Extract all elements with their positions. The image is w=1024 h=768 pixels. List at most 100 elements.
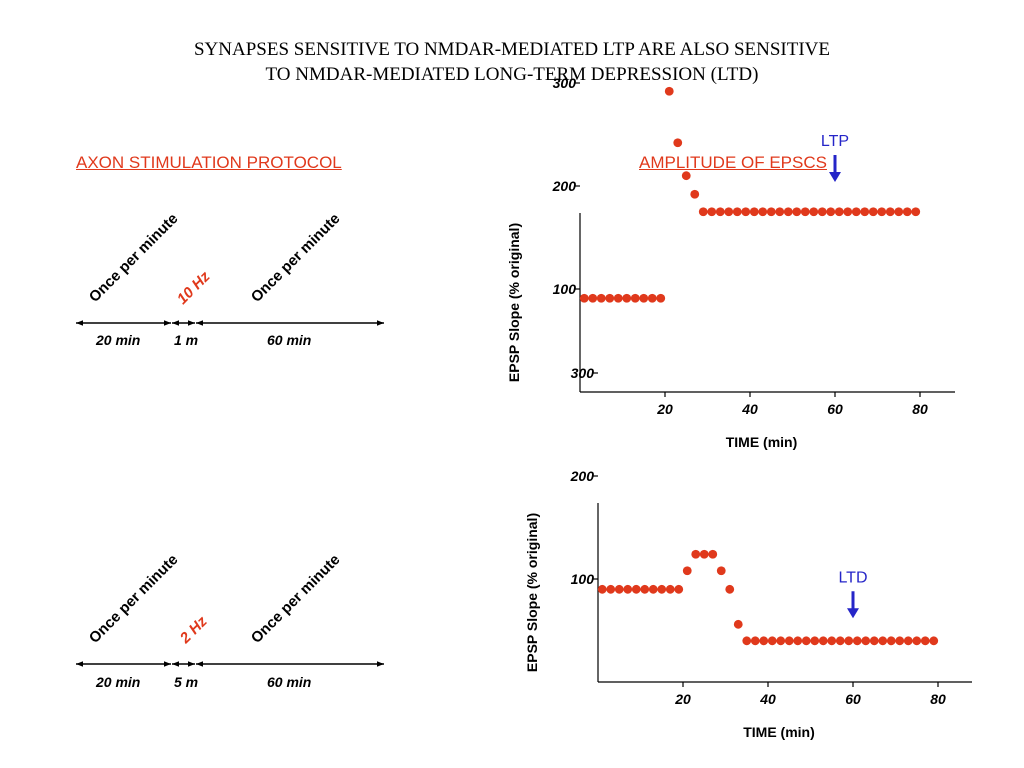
ltd-data-point bbox=[691, 549, 701, 559]
ltp-data-point bbox=[673, 138, 683, 148]
ltd-data-point bbox=[903, 636, 913, 646]
protocol-ltp-label-before: Once per minute bbox=[86, 210, 182, 306]
ltp-data-point bbox=[579, 293, 589, 303]
ltd-x-tick-label: 40 bbox=[759, 691, 776, 707]
ltd-data-point bbox=[631, 584, 641, 594]
ltp-data-point bbox=[792, 207, 802, 217]
slide-title-line-1: SYNAPSES SENSITIVE TO NMDAR-MEDIATED LTP… bbox=[193, 39, 831, 60]
ltp-data-point bbox=[877, 207, 887, 217]
ltd-y-tick-label: 100 bbox=[571, 571, 595, 587]
ltd-epsp-plot: 20 40 60 80 100 200 300 TIME (min) EPSP Slope (%… bbox=[524, 365, 972, 740]
ltp-data-point bbox=[826, 207, 836, 217]
ltd-data-point bbox=[597, 584, 607, 594]
protocol-ltd-duration-baseline: 20 min bbox=[95, 674, 140, 690]
ltp-data-point bbox=[834, 207, 844, 217]
ltd-data-point bbox=[657, 584, 667, 594]
ltp-annotation-label: LTP bbox=[821, 133, 849, 150]
protocol-ltp: Once per minute 10 Hz Once per minute 20… bbox=[76, 210, 384, 348]
ltd-data-point bbox=[801, 636, 811, 646]
protocol-ltp-stim-label: 10 Hz bbox=[174, 268, 214, 308]
ltd-data-point bbox=[742, 636, 752, 646]
ltd-data-point bbox=[648, 584, 658, 594]
protocol-ltd-stim-label: 2 Hz bbox=[176, 613, 211, 648]
ltd-y-axis-label: EPSP Slope (% original) bbox=[524, 513, 540, 672]
ltp-data-point bbox=[724, 207, 734, 217]
ltd-data-point bbox=[759, 636, 769, 646]
ltp-data-point bbox=[707, 207, 717, 217]
slide-title: SYNAPSES SENSITIVE TO NMDAR-MEDIATED LTP… bbox=[0, 37, 1024, 87]
ltd-data-point bbox=[767, 636, 777, 646]
ltp-data-point bbox=[851, 207, 861, 217]
ltp-data-point bbox=[596, 293, 606, 303]
ltp-data-point bbox=[775, 207, 785, 217]
ltd-data-point bbox=[716, 566, 726, 576]
ltd-y-tick-label: 300 bbox=[571, 365, 595, 381]
ltp-data-point bbox=[809, 207, 819, 217]
ltp-epsp-plot: 20 40 60 80 100 200 300 TIME (min) EPSP Slope (%… bbox=[506, 75, 955, 450]
protocol-ltd-duration-after: 60 min bbox=[267, 674, 311, 690]
ltd-data-point bbox=[708, 549, 718, 559]
ltp-y-tick-label: 300 bbox=[553, 75, 577, 91]
ltp-y-axis-label: EPSP Slope (% original) bbox=[506, 223, 522, 382]
ltd-x-axis-label: TIME (min) bbox=[743, 724, 815, 740]
ltd-data-point bbox=[878, 636, 888, 646]
ltd-data-point bbox=[810, 636, 820, 646]
ltp-data-point bbox=[758, 207, 768, 217]
ltd-data-point bbox=[733, 619, 743, 629]
ltp-data-point bbox=[647, 293, 657, 303]
ltp-x-axis-label: TIME (min) bbox=[726, 434, 798, 450]
protocol-ltp-duration-baseline: 20 min bbox=[95, 332, 140, 348]
ltd-annotation-arrow-head bbox=[847, 608, 859, 619]
ltp-data-point bbox=[817, 207, 827, 217]
ltp-data-point bbox=[605, 293, 615, 303]
ltp-data-point bbox=[639, 293, 649, 303]
ltp-data-point bbox=[613, 293, 623, 303]
protocol-ltp-duration-stim: 1 m bbox=[174, 332, 198, 348]
ltp-annotation-arrow-head bbox=[829, 172, 841, 182]
ltd-data-point bbox=[674, 584, 684, 594]
protocol-ltd: Once per minute 2 Hz Once per minute 20 … bbox=[76, 551, 384, 690]
ltd-data-point bbox=[895, 636, 905, 646]
ltd-data-point bbox=[776, 636, 786, 646]
ltp-data-point bbox=[732, 207, 742, 217]
ltp-data-point bbox=[715, 207, 725, 217]
ltd-data-point bbox=[861, 636, 871, 646]
protocol-ltd-label-after: Once per minute bbox=[248, 551, 344, 647]
ltp-data-point bbox=[868, 207, 878, 217]
ltd-data-point bbox=[886, 636, 896, 646]
ltp-data-point bbox=[894, 207, 904, 217]
protocol-ltp-label-after: Once per minute bbox=[248, 210, 344, 306]
protocol-ltd-duration-stim: 5 m bbox=[174, 674, 198, 690]
ltp-data-point bbox=[698, 207, 708, 217]
ltp-data-point bbox=[681, 171, 691, 181]
ltd-y-tick-label: 200 bbox=[570, 468, 595, 484]
ltp-data-point bbox=[911, 207, 921, 217]
ltp-data-point bbox=[766, 207, 776, 217]
ltp-x-tick-label: 20 bbox=[656, 401, 673, 417]
protocol-heading: AXON STIMULATION PROTOCOL bbox=[76, 153, 342, 172]
ltp-data-point bbox=[690, 189, 700, 199]
ltp-data-point bbox=[800, 207, 810, 217]
ltp-data-point bbox=[783, 207, 793, 217]
ltp-data-point bbox=[630, 293, 640, 303]
ltp-data-point bbox=[588, 293, 598, 303]
ltd-data-point bbox=[920, 636, 930, 646]
epsc-heading: AMPLITUDE OF EPSCS bbox=[639, 153, 827, 172]
ltd-data-point bbox=[682, 566, 692, 576]
ltp-data-point bbox=[656, 293, 666, 303]
ltd-data-point bbox=[784, 636, 794, 646]
ltd-x-tick-label: 60 bbox=[845, 691, 861, 707]
ltd-x-tick-label: 80 bbox=[930, 691, 946, 707]
ltd-annotation-label: LTD bbox=[838, 569, 867, 586]
ltd-data-point bbox=[665, 584, 675, 594]
ltd-data-point bbox=[606, 584, 616, 594]
ltd-data-point bbox=[852, 636, 862, 646]
ltd-data-point bbox=[793, 636, 803, 646]
ltp-y-tick-label: 100 bbox=[553, 281, 577, 297]
ltd-data-point bbox=[827, 636, 837, 646]
slide-title-line-2: TO NMDAR-MEDIATED LONG-TERM DEPRESSION (… bbox=[265, 64, 759, 85]
ltd-data-point bbox=[835, 636, 845, 646]
protocol-ltd-label-before: Once per minute bbox=[86, 551, 182, 647]
ltp-data-point bbox=[885, 207, 895, 217]
